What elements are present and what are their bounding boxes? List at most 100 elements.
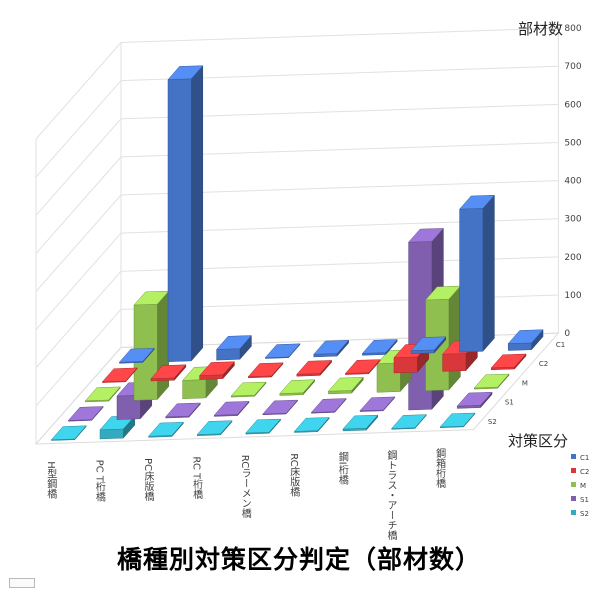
bar-side <box>157 290 170 401</box>
z-tick-label: 800 <box>564 24 581 34</box>
bar-S2-3 <box>196 420 233 436</box>
bar-top <box>264 343 301 358</box>
gridline <box>35 65 559 178</box>
bar-front <box>507 342 532 351</box>
bar-M-0 <box>84 386 121 403</box>
bar-top <box>410 336 447 351</box>
bar-M-8 <box>473 373 510 390</box>
legend: C1 C2 M S1 S2 <box>571 454 589 518</box>
bar-S2-0 <box>50 425 87 441</box>
bar-C1-6 <box>410 336 447 354</box>
bar-top <box>279 379 316 394</box>
category-label: RC床版橋 <box>288 453 300 497</box>
bar-top <box>313 340 350 355</box>
bar-top <box>408 228 444 243</box>
bar-top <box>165 402 201 418</box>
bar-C2-8 <box>490 353 527 371</box>
bar-top <box>473 373 510 389</box>
bar-top <box>150 364 187 379</box>
bar-top <box>456 391 493 407</box>
bar-C2-0 <box>101 367 138 383</box>
bar-S1-2 <box>165 402 201 419</box>
category-label: PC床版橋 <box>142 458 154 502</box>
bar-C2-1 <box>150 364 187 382</box>
category-label: RC T桁橋 <box>191 456 203 500</box>
bar-C2-2 <box>199 361 235 380</box>
series-axis-label: C2 <box>539 360 548 368</box>
z-tick-label: 200 <box>564 253 581 263</box>
legend-swatch <box>571 454 576 459</box>
bar-M-4 <box>279 379 316 396</box>
chart-walls <box>35 27 559 445</box>
bar-S2-5 <box>293 416 330 433</box>
legend-swatch <box>571 468 576 473</box>
bar-top <box>391 414 427 429</box>
legend-label: M <box>580 482 586 490</box>
sheet-tab-marker <box>9 578 35 588</box>
series-axis-title: 対策区分 <box>508 432 569 450</box>
bar-C1-2 <box>216 334 252 361</box>
bar-M-5 <box>327 376 364 395</box>
bar-M-1 <box>133 290 170 401</box>
legend-swatch <box>571 496 576 501</box>
bar-top <box>327 377 364 392</box>
z-tick-label: 500 <box>564 138 581 148</box>
bar-C2-6 <box>393 343 430 374</box>
legend-swatch <box>571 482 576 487</box>
series-axis-labels: C1 C2 M S1 S2 <box>488 341 565 426</box>
z-axis-title: 部材数 <box>518 20 564 38</box>
bar-top <box>101 367 138 383</box>
bar-S1-6 <box>359 396 396 412</box>
series-axis-label: S1 <box>505 399 514 407</box>
bar-top <box>230 381 267 397</box>
bar-M-3 <box>230 381 267 398</box>
z-tick-label: 100 <box>564 291 581 301</box>
bar-top <box>310 398 347 413</box>
bar-S1-3 <box>213 400 250 417</box>
bar-front <box>99 428 124 440</box>
bar-side <box>448 285 461 391</box>
bar-front <box>167 78 192 362</box>
bar-side <box>482 194 495 352</box>
bar-top <box>262 399 299 415</box>
floor-outline <box>34 332 560 445</box>
legend-label: S2 <box>580 510 589 518</box>
bar-top <box>196 420 233 435</box>
z-tick-label: 300 <box>564 215 581 225</box>
bar-top <box>507 329 544 344</box>
bar-S2-4 <box>245 418 282 435</box>
bar-top <box>67 406 104 421</box>
bar-top <box>439 412 476 428</box>
bar-top <box>213 401 250 416</box>
bar-top <box>361 339 398 354</box>
bar-top <box>167 65 204 80</box>
bar-S1-8 <box>456 391 493 409</box>
series-axis-label: M <box>522 379 528 387</box>
bar-S1-4 <box>262 399 299 416</box>
bar-S2-7 <box>391 413 427 430</box>
category-label: 鋼I桁橋 <box>336 450 348 485</box>
bar-C2-4 <box>296 359 333 377</box>
bar-C2-5 <box>344 358 381 375</box>
bar-top <box>199 361 235 376</box>
legend-label: S1 <box>580 496 589 504</box>
bar-C1-5 <box>361 338 398 356</box>
chart-floor <box>34 332 560 445</box>
bar-S2-8 <box>439 412 476 428</box>
bar-C1-0 <box>118 347 155 364</box>
bar-C2-3 <box>247 362 284 379</box>
bar-side <box>191 65 204 362</box>
bar-C1-3 <box>264 343 301 359</box>
bar-top <box>216 335 252 350</box>
bar-top <box>342 414 379 430</box>
bar-front <box>182 379 207 399</box>
bar-top <box>245 418 282 434</box>
legend-label: C2 <box>580 468 589 476</box>
category-label: 鋼トラス・アーチ橋 <box>385 449 397 541</box>
bar-S1-0 <box>67 405 104 422</box>
z-tick-label: 700 <box>564 62 581 72</box>
bar-C1-4 <box>313 339 350 358</box>
bar-top <box>148 422 184 437</box>
bar-top <box>359 396 396 412</box>
